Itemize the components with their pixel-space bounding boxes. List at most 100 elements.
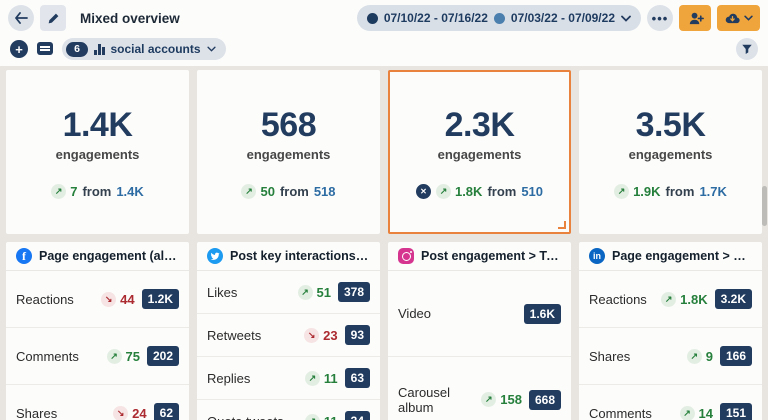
trend-arrow-icon <box>304 370 320 386</box>
value-badge: 202 <box>146 346 179 366</box>
instagram-post-engagement-card[interactable]: Post engagement > Type Video 1.6K Carous… <box>388 242 571 420</box>
linkedin-page-engagement-card[interactable]: Page engagement > Type Reactions 1.8K 3.… <box>579 242 762 420</box>
delta-value: 23 <box>323 327 338 343</box>
kpi-card-total-engagements-1[interactable]: 1.4K engagements 7 from 1.4K <box>6 70 189 234</box>
metric-label: Shares <box>16 405 58 420</box>
filter-button[interactable] <box>736 38 758 60</box>
kpi-label: engagements <box>437 146 522 162</box>
metric-label: Reactions <box>16 291 74 307</box>
delta-value: 75 <box>125 348 140 364</box>
trend-arrow-icon <box>686 348 702 364</box>
filter-funnel-icon <box>741 43 753 55</box>
kpi-card-total-engagements-4[interactable]: 3.5K engagements 1.9K from 1.7K <box>579 70 762 234</box>
person-add-icon <box>687 10 704 26</box>
previous-value-link[interactable]: 1.4K <box>116 183 144 199</box>
share-report-button[interactable] <box>679 5 711 31</box>
notes-button[interactable] <box>36 40 54 58</box>
previous-value-link[interactable]: 518 <box>313 183 336 199</box>
value-badge: 63 <box>344 368 370 388</box>
metric-label: Comments <box>589 405 652 420</box>
metric-label: Retweets <box>207 327 262 343</box>
value-badge: 166 <box>719 346 752 366</box>
trend-arrow-icon <box>661 291 677 307</box>
delta-value: 44 <box>120 291 135 307</box>
card-header: Post engagement > Type <box>388 242 571 271</box>
date-range-picker[interactable]: 07/10/22 - 07/16/22 07/03/22 - 07/09/22 <box>356 5 641 31</box>
primary-date-range: 07/10/22 - 07/16/22 <box>383 11 488 25</box>
metric-label: Shares <box>589 348 631 364</box>
kpi-value: 3.5K <box>635 105 706 144</box>
previous-value-link[interactable]: 510 <box>521 183 544 199</box>
ellipsis-icon: ••• <box>651 10 669 26</box>
delta-value: 1.9K <box>633 183 661 199</box>
chevron-down-icon <box>744 15 753 21</box>
card-title: Page engagement > Type <box>612 249 752 263</box>
card-title: Post key interactions > Type <box>230 249 370 263</box>
metric-row: Reactions 44 1.2K <box>6 271 189 328</box>
more-options-button[interactable]: ••• <box>647 5 673 31</box>
value-badge: 378 <box>337 282 370 302</box>
primary-range-dot-icon <box>366 12 378 24</box>
trend-arrow-icon <box>51 183 67 199</box>
from-label: from <box>82 183 112 199</box>
trend-arrow-icon <box>241 183 257 199</box>
metric-row: Retweets 23 93 <box>197 314 380 357</box>
metric-label: Comments <box>16 348 79 364</box>
vertical-scrollbar-thumb[interactable] <box>762 186 767 226</box>
plus-icon: + <box>15 41 23 57</box>
value-badge: 151 <box>719 403 752 420</box>
trend-arrow-icon <box>304 413 320 420</box>
value-badge: 1.2K <box>141 289 179 309</box>
kpi-value: 1.4K <box>62 105 133 144</box>
twitter-post-interactions-card[interactable]: Post key interactions > Type Likes 51 37… <box>197 242 380 420</box>
metric-label: Reactions <box>589 291 647 307</box>
facebook-page-engagement-card[interactable]: Page engagement (all) > T… Reactions 44 … <box>6 242 189 420</box>
kpi-card-total-engagements-3-selected[interactable]: 2.3K engagements 1.8K from 510 <box>388 70 571 234</box>
value-badge: 3.2K <box>714 289 752 309</box>
card-title: Page engagement (all) > T… <box>39 249 179 263</box>
value-badge: 668 <box>528 389 561 410</box>
report-canvas: 1.4K engagements 7 from 1.4K 568 engagem… <box>0 66 768 420</box>
kpi-value: 568 <box>260 105 317 144</box>
value-badge: 34 <box>344 411 370 420</box>
linkedin-icon <box>589 248 605 264</box>
metric-row: Likes 51 378 <box>197 271 380 314</box>
kpi-label: engagements <box>628 146 713 162</box>
delta-value: 1.8K <box>454 183 483 199</box>
report-toolbar: + 6 social accounts <box>0 36 768 66</box>
twitter-icon <box>207 248 223 264</box>
hidden-data-badge-icon <box>415 183 431 199</box>
top-bar: Mixed overview 07/10/22 - 07/16/22 07/03… <box>0 0 768 36</box>
metric-label: Carousel album <box>398 384 451 415</box>
trend-arrow-icon <box>679 405 695 420</box>
delta-value: 11 <box>323 370 338 386</box>
chevron-down-icon <box>621 15 631 22</box>
metric-row: Video 1.6K <box>388 271 571 357</box>
trend-arrow-icon <box>481 392 497 407</box>
export-button[interactable] <box>717 5 760 31</box>
kpi-label: engagements <box>55 146 140 162</box>
kpi-card-total-engagements-2[interactable]: 568 engagements 50 from 518 <box>197 70 380 234</box>
card-header: Page engagement > Type <box>579 242 762 271</box>
delta-value: 158 <box>500 392 522 407</box>
delta-value: 9 <box>705 348 713 364</box>
metric-row: Replies 11 63 <box>197 357 380 400</box>
page-title: Mixed overview <box>80 10 180 26</box>
metric-label: Video <box>398 306 432 321</box>
widget-resize-handle[interactable] <box>558 221 566 229</box>
trend-arrow-icon <box>101 291 117 307</box>
delta-value: 14 <box>698 405 713 420</box>
delta-value: 51 <box>316 284 331 300</box>
delta-value: 7 <box>70 183 78 199</box>
metric-row: Comments 14 151 <box>579 385 762 420</box>
social-accounts-selector[interactable]: 6 social accounts <box>62 38 226 60</box>
trend-arrow-icon <box>435 183 451 199</box>
metric-row: Shares 9 166 <box>579 328 762 385</box>
metric-row: Shares 24 62 <box>6 385 189 420</box>
previous-value-link[interactable]: 1.7K <box>699 183 727 199</box>
edit-title-button[interactable] <box>40 5 66 31</box>
back-button[interactable] <box>8 5 34 31</box>
metric-row: Carousel album 158 668 <box>388 357 571 420</box>
add-widget-button[interactable]: + <box>10 40 28 58</box>
kpi-label: engagements <box>246 146 331 162</box>
